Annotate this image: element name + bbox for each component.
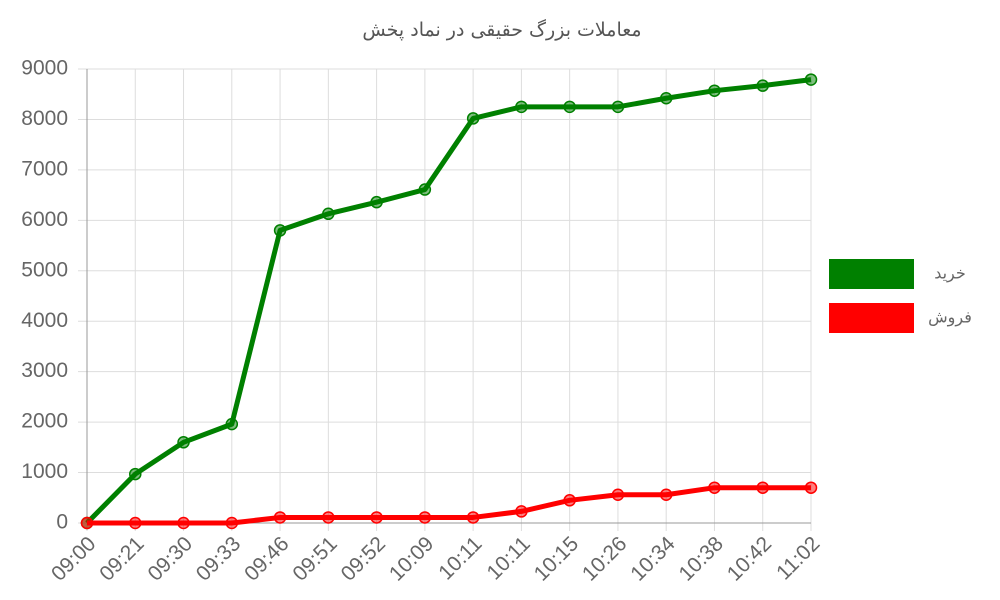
x-tick-label: 09:33 <box>192 532 245 585</box>
y-tick-label: 4000 <box>21 309 68 332</box>
chart-title: معاملات بزرگ حقیقی در نماد پخش <box>362 19 641 41</box>
point <box>370 511 383 524</box>
x-tick-label: 10:15 <box>530 532 583 585</box>
x-tick-label: 10:34 <box>626 532 680 586</box>
point <box>129 516 142 530</box>
x-tick-label: 09:00 <box>47 532 100 585</box>
series-line <box>85 77 812 525</box>
point <box>659 92 673 105</box>
y-tick-label: 8000 <box>21 107 68 130</box>
point <box>611 488 625 502</box>
point <box>756 481 769 494</box>
x-tick-label: 09:21 <box>95 532 148 585</box>
point <box>418 511 432 524</box>
x-tick-label: 09:46 <box>240 532 293 585</box>
point <box>804 481 818 494</box>
point <box>322 207 335 221</box>
y-tick-label: 7000 <box>21 157 68 180</box>
point <box>466 112 480 125</box>
x-tick-label: 09:52 <box>337 532 390 585</box>
point <box>708 481 721 494</box>
point <box>659 488 673 502</box>
point <box>129 467 142 481</box>
point <box>418 183 432 196</box>
series-line <box>87 485 811 526</box>
x-tick-label: 10:11 <box>483 532 535 584</box>
point <box>80 516 94 530</box>
point <box>515 100 528 114</box>
y-tick-label: 9000 <box>21 57 68 80</box>
legend-swatch <box>829 259 914 289</box>
x-tick-label: 09:51 <box>288 532 341 585</box>
point <box>515 505 528 518</box>
point <box>708 84 721 97</box>
x-tick-label: 10:11 <box>434 532 486 584</box>
point <box>177 516 190 530</box>
x-tick-label: 10:38 <box>674 532 727 585</box>
point <box>225 417 239 431</box>
point <box>563 494 576 507</box>
point <box>225 516 239 530</box>
y-tick-label: 1000 <box>21 460 68 483</box>
legend-swatch <box>829 303 914 333</box>
y-tick-label: 5000 <box>21 258 68 281</box>
point <box>177 436 190 449</box>
point <box>563 100 576 114</box>
point <box>756 79 769 92</box>
point <box>322 511 335 524</box>
x-tick-label: 10:26 <box>578 532 631 585</box>
x-tick-label: 11:02 <box>772 532 824 584</box>
legend-label: فروش <box>928 308 972 328</box>
point <box>804 73 818 86</box>
point <box>370 195 383 209</box>
point <box>273 511 287 524</box>
y-tick-label: 6000 <box>21 208 68 231</box>
y-tick-label: 0 <box>56 511 68 534</box>
legend-label: خرید <box>934 264 966 284</box>
point <box>611 100 625 114</box>
y-tick-label: 3000 <box>21 359 68 382</box>
y-tick-label: 2000 <box>21 410 68 433</box>
point <box>466 511 480 524</box>
x-tick-label: 10:09 <box>385 532 438 585</box>
point <box>273 224 287 237</box>
x-tick-label: 09:30 <box>144 532 197 585</box>
x-tick-label: 10:42 <box>723 532 776 585</box>
